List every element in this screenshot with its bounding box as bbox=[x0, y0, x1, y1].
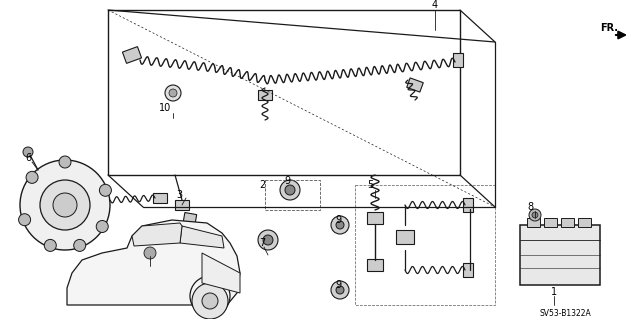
Text: 4: 4 bbox=[432, 0, 438, 10]
Polygon shape bbox=[561, 218, 574, 227]
Text: FR.: FR. bbox=[600, 23, 618, 33]
Circle shape bbox=[40, 180, 90, 230]
Circle shape bbox=[53, 193, 77, 217]
Circle shape bbox=[144, 247, 156, 259]
Polygon shape bbox=[520, 225, 600, 285]
Polygon shape bbox=[183, 212, 196, 224]
Polygon shape bbox=[202, 253, 240, 293]
Polygon shape bbox=[463, 263, 473, 277]
Circle shape bbox=[19, 214, 31, 226]
Text: 3: 3 bbox=[176, 190, 182, 200]
Text: 9: 9 bbox=[284, 176, 290, 186]
Circle shape bbox=[202, 293, 218, 309]
Circle shape bbox=[331, 216, 349, 234]
Text: SV53-B1322A: SV53-B1322A bbox=[539, 308, 591, 317]
Circle shape bbox=[99, 184, 111, 196]
Polygon shape bbox=[544, 218, 557, 227]
Circle shape bbox=[529, 209, 541, 221]
Text: 2: 2 bbox=[259, 180, 265, 190]
Circle shape bbox=[96, 220, 108, 233]
Circle shape bbox=[336, 286, 344, 294]
Circle shape bbox=[258, 230, 278, 250]
Circle shape bbox=[20, 160, 110, 250]
Text: 10: 10 bbox=[159, 103, 171, 113]
Circle shape bbox=[331, 281, 349, 299]
Text: 5: 5 bbox=[367, 180, 373, 190]
Circle shape bbox=[263, 235, 273, 245]
Circle shape bbox=[192, 283, 228, 319]
Circle shape bbox=[336, 221, 344, 229]
Polygon shape bbox=[132, 223, 182, 246]
Polygon shape bbox=[527, 218, 540, 227]
FancyArrowPatch shape bbox=[616, 32, 625, 38]
Polygon shape bbox=[67, 220, 240, 305]
Polygon shape bbox=[367, 212, 383, 224]
Polygon shape bbox=[122, 47, 141, 63]
Polygon shape bbox=[175, 200, 189, 210]
Polygon shape bbox=[258, 90, 272, 100]
Circle shape bbox=[26, 171, 38, 183]
Circle shape bbox=[74, 239, 86, 251]
Text: 6: 6 bbox=[25, 153, 31, 163]
Circle shape bbox=[532, 212, 538, 218]
Polygon shape bbox=[406, 78, 423, 92]
Circle shape bbox=[165, 85, 181, 101]
Polygon shape bbox=[463, 198, 473, 212]
Text: 7: 7 bbox=[259, 238, 265, 248]
Polygon shape bbox=[153, 193, 167, 203]
Circle shape bbox=[169, 89, 177, 97]
Text: 8: 8 bbox=[527, 202, 533, 212]
Polygon shape bbox=[367, 259, 383, 271]
Text: 9: 9 bbox=[335, 280, 341, 290]
Circle shape bbox=[44, 239, 56, 251]
Circle shape bbox=[190, 276, 230, 316]
Polygon shape bbox=[578, 218, 591, 227]
Circle shape bbox=[59, 156, 71, 168]
Polygon shape bbox=[180, 226, 224, 248]
Text: 1: 1 bbox=[551, 287, 557, 297]
Polygon shape bbox=[396, 230, 414, 244]
Text: 9: 9 bbox=[335, 215, 341, 225]
Circle shape bbox=[23, 147, 33, 157]
Polygon shape bbox=[453, 53, 463, 67]
Circle shape bbox=[280, 180, 300, 200]
Circle shape bbox=[285, 185, 295, 195]
